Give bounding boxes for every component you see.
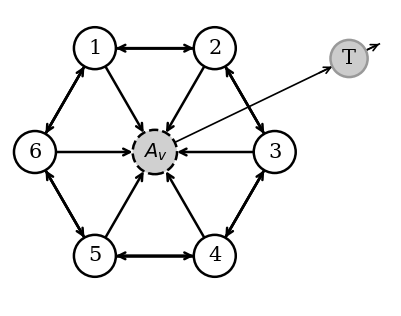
Circle shape: [14, 131, 56, 173]
Text: 5: 5: [88, 246, 101, 265]
Text: 4: 4: [208, 246, 221, 265]
Text: T: T: [341, 49, 355, 68]
Circle shape: [330, 40, 367, 77]
Circle shape: [74, 235, 115, 277]
Text: 3: 3: [267, 143, 281, 161]
Circle shape: [193, 27, 235, 69]
Circle shape: [74, 27, 115, 69]
Text: 1: 1: [88, 39, 101, 58]
Text: $A_v$: $A_v$: [142, 141, 167, 163]
Text: 6: 6: [28, 143, 41, 161]
Text: 2: 2: [208, 39, 221, 58]
Circle shape: [193, 235, 235, 277]
Circle shape: [132, 130, 176, 174]
Circle shape: [253, 131, 295, 173]
